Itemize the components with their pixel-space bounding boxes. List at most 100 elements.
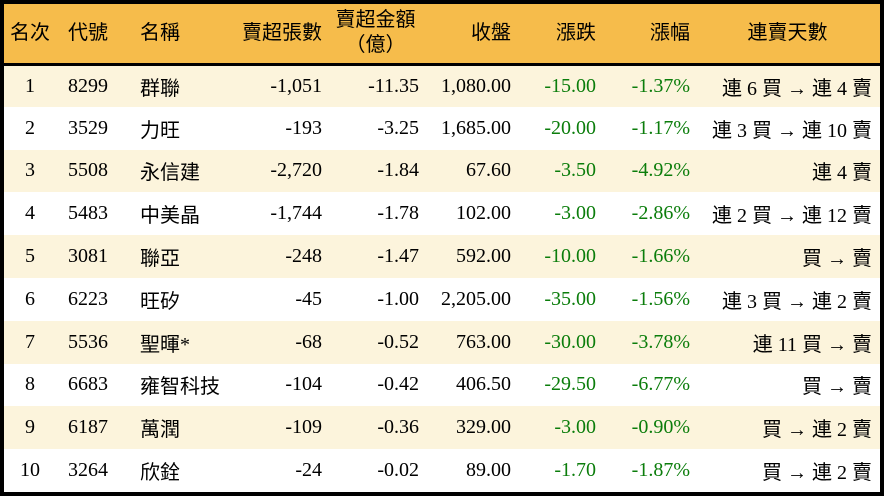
table-row: 9 6187 萬潤 -109 -0.36 329.00 -3.00 -0.90%… xyxy=(4,406,880,450)
col-header-streak: 連賣天數 xyxy=(695,4,880,66)
col-header-change: 漲跌 xyxy=(516,4,601,66)
cell-sell-volume: -109 xyxy=(285,416,322,439)
cell-sell-amount: -3.25 xyxy=(377,116,419,139)
header-row: 名次 代號 名稱 賣超張數 賣超金額 （億） 收盤 漲跌 漲幅 連賣天數 xyxy=(4,4,880,66)
cell-change: -35.00 xyxy=(544,287,596,310)
col-header-sell-amount-line2: （億） xyxy=(345,34,406,57)
cell-rank: 8 xyxy=(25,373,35,396)
table-row: 6 6223 旺矽 -45 -1.00 2,205.00 -35.00 -1.5… xyxy=(4,277,880,321)
cell-close: 67.60 xyxy=(466,159,511,182)
cell-sell-amount: -1.78 xyxy=(377,202,419,225)
cell-change-pct: -3.78% xyxy=(631,330,690,353)
cell-change: -15.00 xyxy=(544,74,596,97)
cell-name: 群聯 xyxy=(140,77,180,100)
cell-streak: 連 6 買 → 連 4 賣 xyxy=(722,77,872,100)
cell-change-pct: -1.87% xyxy=(631,459,690,482)
cell-change-pct: -1.17% xyxy=(631,116,690,139)
cell-rank: 10 xyxy=(20,459,40,482)
cell-code: 5508 xyxy=(68,159,108,182)
cell-streak: 連 4 賣 xyxy=(812,162,872,185)
cell-change: -10.00 xyxy=(544,245,596,268)
cell-name: 聖暉* xyxy=(140,333,190,356)
cell-code: 6683 xyxy=(68,373,108,396)
cell-sell-amount: -0.02 xyxy=(377,459,419,482)
cell-streak: 買 → 賣 xyxy=(802,248,872,271)
cell-streak: 連 3 買 → 連 2 賣 xyxy=(722,290,872,313)
cell-code: 3264 xyxy=(68,459,108,482)
cell-name: 永信建 xyxy=(140,162,200,185)
cell-close: 2,205.00 xyxy=(441,287,511,310)
cell-close: 406.50 xyxy=(456,373,511,396)
cell-streak: 連 11 買 → 賣 xyxy=(752,333,872,356)
cell-change-pct: -1.37% xyxy=(631,74,690,97)
cell-change: -3.00 xyxy=(554,416,596,439)
col-header-code: 代號 xyxy=(56,4,120,66)
cell-rank: 2 xyxy=(25,116,35,139)
cell-code: 5483 xyxy=(68,202,108,225)
cell-name: 旺矽 xyxy=(140,290,180,313)
col-header-sell-amount: 賣超金額 （億） xyxy=(327,4,424,66)
cell-name: 聯亞 xyxy=(140,248,180,271)
cell-streak: 買 → 連 2 賣 xyxy=(762,419,872,442)
cell-sell-amount: -1.00 xyxy=(377,287,419,310)
cell-rank: 5 xyxy=(25,245,35,268)
cell-code: 8299 xyxy=(68,74,108,97)
cell-sell-volume: -1,051 xyxy=(270,74,322,97)
cell-streak: 買 → 連 2 賣 xyxy=(762,462,872,485)
table-row: 4 5483 中美晶 -1,744 -1.78 102.00 -3.00 -2.… xyxy=(4,192,880,236)
table-row: 3 5508 永信建 -2,720 -1.84 67.60 -3.50 -4.9… xyxy=(4,149,880,193)
cell-streak: 連 3 買 → 連 10 賣 xyxy=(712,119,872,142)
cell-code: 3081 xyxy=(68,245,108,268)
cell-code: 3529 xyxy=(68,116,108,139)
col-header-close: 收盤 xyxy=(424,4,516,66)
cell-sell-amount: -1.47 xyxy=(377,245,419,268)
cell-sell-amount: -1.84 xyxy=(377,159,419,182)
cell-close: 102.00 xyxy=(456,202,511,225)
cell-sell-amount: -0.36 xyxy=(377,416,419,439)
cell-change-pct: -4.92% xyxy=(631,159,690,182)
cell-close: 1,080.00 xyxy=(441,74,511,97)
data-table: 名次 代號 名稱 賣超張數 賣超金額 （億） 收盤 漲跌 漲幅 連賣天數 1 8… xyxy=(4,4,880,492)
cell-streak: 買 → 賣 xyxy=(802,376,872,399)
table-header: 名次 代號 名稱 賣超張數 賣超金額 （億） 收盤 漲跌 漲幅 連賣天數 xyxy=(4,4,880,66)
cell-close: 592.00 xyxy=(456,245,511,268)
table-row: 8 6683 雍智科技 -104 -0.42 406.50 -29.50 -6.… xyxy=(4,363,880,407)
cell-change-pct: -2.86% xyxy=(631,202,690,225)
cell-sell-amount: -11.35 xyxy=(368,74,419,97)
cell-change: -20.00 xyxy=(544,116,596,139)
cell-change: -1.70 xyxy=(554,459,596,482)
cell-close: 763.00 xyxy=(456,330,511,353)
cell-sell-volume: -248 xyxy=(285,245,322,268)
cell-sell-volume: -1,744 xyxy=(270,202,322,225)
cell-name: 雍智科技 xyxy=(140,376,220,399)
table-row: 7 5536 聖暉* -68 -0.52 763.00 -30.00 -3.78… xyxy=(4,320,880,364)
col-header-sell-amount-line1: 賣超金額 xyxy=(335,9,416,32)
cell-sell-amount: -0.52 xyxy=(377,330,419,353)
col-header-change-pct: 漲幅 xyxy=(601,4,695,66)
cell-close: 89.00 xyxy=(466,459,511,482)
cell-rank: 7 xyxy=(25,330,35,353)
cell-rank: 6 xyxy=(25,287,35,310)
col-header-rank: 名次 xyxy=(4,4,56,66)
cell-code: 5536 xyxy=(68,330,108,353)
cell-rank: 3 xyxy=(25,159,35,182)
cell-streak: 連 2 買 → 連 12 賣 xyxy=(712,205,872,228)
cell-change-pct: -1.56% xyxy=(631,287,690,310)
cell-rank: 9 xyxy=(25,416,35,439)
cell-sell-volume: -104 xyxy=(285,373,322,396)
cell-sell-volume: -24 xyxy=(295,459,322,482)
cell-close: 329.00 xyxy=(456,416,511,439)
table-row: 1 8299 群聯 -1,051 -11.35 1,080.00 -15.00 … xyxy=(4,64,880,107)
table-row: 10 3264 欣銓 -24 -0.02 89.00 -1.70 -1.87% … xyxy=(4,449,880,492)
cell-name: 中美晶 xyxy=(140,205,200,228)
table-body: 1 8299 群聯 -1,051 -11.35 1,080.00 -15.00 … xyxy=(4,64,880,492)
cell-change-pct: -0.90% xyxy=(631,416,690,439)
cell-sell-volume: -68 xyxy=(295,330,322,353)
cell-change: -29.50 xyxy=(544,373,596,396)
cell-change: -3.50 xyxy=(554,159,596,182)
cell-name: 欣銓 xyxy=(140,462,180,485)
cell-change-pct: -1.66% xyxy=(631,245,690,268)
cell-change-pct: -6.77% xyxy=(631,373,690,396)
cell-sell-amount: -0.42 xyxy=(377,373,419,396)
